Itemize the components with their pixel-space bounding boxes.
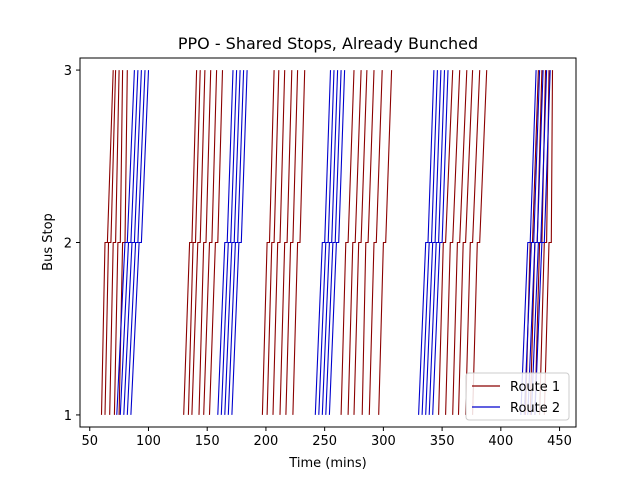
x-tick-label: 150 — [195, 434, 220, 449]
trip-line-route-1 — [472, 70, 488, 415]
x-axis: 50 100 150 200 250 300 350 400 450 — [81, 427, 572, 449]
trip-line-route-2 — [432, 70, 449, 415]
trip-line-route-2 — [119, 70, 139, 415]
trip-line-route-1 — [340, 70, 355, 415]
trip-line-route-1 — [347, 70, 362, 415]
trip-line-route-2 — [325, 70, 342, 415]
trip-line-route-1 — [438, 70, 454, 415]
trip-line-route-1 — [452, 70, 468, 415]
trip-line-route-2 — [318, 70, 335, 415]
trip-line-route-1 — [361, 70, 375, 415]
chart-title: PPO - Shared Stops, Already Bunched — [178, 34, 478, 53]
legend-label-route-1: Route 1 — [510, 380, 560, 395]
x-tick-label: 50 — [81, 434, 98, 449]
trip-line-route-2 — [428, 70, 446, 415]
trip-line-route-2 — [314, 70, 332, 415]
trip-line-route-1 — [368, 70, 383, 415]
legend-box — [465, 372, 570, 421]
x-tick-label: 250 — [312, 434, 337, 449]
x-tick-label: 450 — [547, 434, 572, 449]
trip-line-route-2 — [220, 70, 238, 415]
trip-line-route-1 — [279, 70, 293, 415]
trip-line-route-2 — [418, 70, 435, 415]
y-tick-label: 2 — [64, 237, 72, 252]
series-route-1 — [100, 70, 554, 415]
x-tick-label: 300 — [371, 434, 396, 449]
trip-line-route-1 — [109, 70, 120, 415]
x-tick-label: 350 — [430, 434, 455, 449]
trip-line-route-1 — [187, 70, 201, 415]
trip-line-route-2 — [123, 70, 142, 415]
trip-line-route-2 — [321, 70, 339, 415]
trip-line-route-2 — [328, 70, 346, 415]
trip-line-route-2 — [217, 70, 234, 415]
trip-line-route-1 — [198, 70, 212, 415]
trip-line-route-2 — [527, 70, 544, 415]
trip-line-route-2 — [534, 70, 551, 415]
trip-line-route-2 — [130, 70, 150, 415]
x-tick-label: 100 — [136, 434, 161, 449]
trip-line-route-2 — [421, 70, 438, 415]
trip-line-route-1 — [113, 70, 124, 415]
trip-line-route-1 — [457, 70, 474, 415]
trip-line-route-2 — [523, 70, 541, 415]
y-axis-label: Bus Stop — [41, 213, 56, 271]
trip-line-route-1 — [292, 70, 306, 415]
trip-line-route-2 — [116, 70, 135, 415]
trip-line-route-1 — [378, 70, 393, 415]
x-axis-label: Time (mins) — [288, 456, 366, 471]
trip-line-route-1 — [266, 70, 280, 415]
trip-line-route-1 — [543, 70, 554, 415]
x-tick-label: 200 — [254, 434, 279, 449]
trip-line-route-1 — [104, 70, 117, 415]
y-tick-label: 1 — [64, 409, 72, 424]
trip-line-route-1 — [285, 70, 299, 415]
trip-line-route-1 — [208, 70, 224, 415]
trip-line-route-1 — [261, 70, 275, 415]
y-axis: 1 2 3 — [64, 64, 80, 424]
trip-line-route-1 — [272, 70, 286, 415]
trip-line-route-2 — [520, 70, 537, 415]
trip-line-route-2 — [231, 70, 248, 415]
trip-line-route-1 — [445, 70, 461, 415]
trip-line-route-1 — [191, 70, 206, 415]
trip-line-route-2 — [126, 70, 146, 415]
trip-line-route-1 — [100, 70, 114, 415]
trip-line-route-2 — [530, 70, 548, 415]
trip-line-route-1 — [465, 70, 481, 415]
trip-line-route-2 — [224, 70, 241, 415]
trip-line-route-2 — [227, 70, 245, 415]
x-tick-label: 400 — [488, 434, 513, 449]
trip-line-route-1 — [353, 70, 368, 415]
series-layer — [100, 70, 554, 415]
trip-line-route-1 — [183, 70, 198, 415]
y-tick-label: 3 — [64, 64, 72, 79]
legend-label-route-2: Route 2 — [510, 401, 560, 416]
series-route-2 — [116, 70, 551, 415]
trip-line-route-1 — [203, 70, 218, 415]
legend: Route 1 Route 2 — [465, 372, 570, 421]
trip-line-route-2 — [425, 70, 442, 415]
